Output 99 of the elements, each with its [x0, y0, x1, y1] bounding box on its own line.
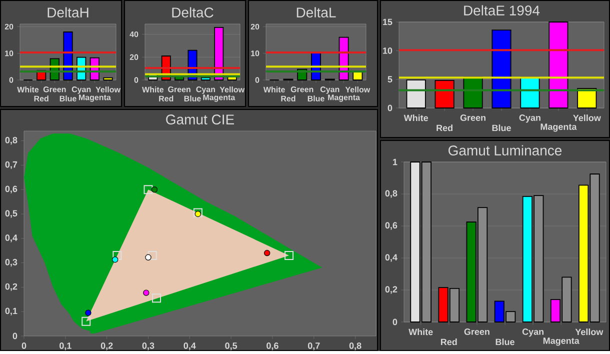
- bar: [548, 22, 568, 109]
- x-tick-label: Blue: [308, 96, 324, 102]
- x-tick-label: Red: [159, 96, 174, 102]
- y-tick-label: 0,8: [385, 190, 398, 198]
- x-tick-label: Red: [440, 338, 457, 346]
- y-tick-label: 0: [134, 77, 138, 84]
- point: [112, 251, 122, 260]
- x-tick-label: 0: [22, 342, 26, 350]
- x-tick-label: Yellow: [96, 86, 120, 93]
- point: [143, 290, 150, 296]
- x-tick-label: Cyan: [196, 86, 215, 94]
- x-tick-label: White: [17, 86, 39, 93]
- y-tick-label: 10: [5, 50, 14, 56]
- point: [112, 256, 118, 263]
- y-tick-label: 0: [388, 105, 392, 112]
- x-tick-label: 0,6: [266, 342, 278, 350]
- chart-title: Gamut Luminance: [448, 145, 562, 156]
- x-tick-label: Red: [281, 96, 296, 102]
- y-tick-label: 40: [130, 32, 138, 38]
- y-tick-label: 0,4: [385, 254, 398, 262]
- y-tick-label: 0: [392, 319, 398, 326]
- x-tick-label: Yellow: [575, 328, 604, 336]
- x-tick-label: White: [408, 328, 433, 336]
- y-tick-label: 0: [12, 333, 18, 340]
- chart-title: DeltaL: [296, 7, 336, 18]
- x-tick-label: Cyan: [522, 328, 544, 337]
- y-tick-label: 0,2: [385, 286, 398, 294]
- point: [152, 294, 162, 303]
- x-tick-label: 0,7: [308, 342, 320, 350]
- y-tick-label: 0,3: [5, 259, 18, 267]
- y-tick-label: 0,7: [5, 162, 18, 170]
- x-tick-label: 0,1: [60, 342, 72, 350]
- x-tick-label: 0,3: [142, 342, 154, 350]
- y-tick-label: 20: [250, 24, 260, 30]
- y-tick-label: 0,4: [5, 234, 18, 242]
- y-tick-label: 10: [251, 50, 260, 56]
- x-tick-label: Cyan: [519, 114, 540, 123]
- x-tick-label: Green: [290, 86, 314, 92]
- y-tick-label: 0,5: [5, 210, 18, 218]
- point: [284, 251, 294, 260]
- bar: [434, 80, 454, 109]
- bar: [406, 80, 426, 109]
- x-tick-label: Green: [43, 86, 66, 92]
- y-tick-label: 15: [383, 19, 392, 26]
- y-tick-label: 0,6: [5, 186, 18, 194]
- x-tick-label: Blue: [184, 96, 201, 102]
- y-tick-label: 0,2: [5, 284, 18, 292]
- y-tick-label: 0,1: [5, 308, 18, 316]
- x-tick-label: 0,5: [225, 342, 238, 350]
- bar: [352, 72, 363, 81]
- x-tick-label: Magenta: [328, 94, 360, 102]
- chart-title: DeltaC: [172, 7, 214, 18]
- chart-title: DeltaH: [48, 7, 88, 18]
- y-tick-label: 1: [393, 159, 398, 166]
- y-tick-label: 20: [130, 54, 138, 60]
- x-tick-label: Yellow: [345, 86, 370, 93]
- x-tick-label: Red: [436, 124, 452, 132]
- point: [193, 208, 202, 218]
- x-tick-label: White: [142, 86, 164, 93]
- point: [145, 254, 152, 261]
- x-tick-label: 0,2: [100, 342, 113, 350]
- x-tick-label: Magenta: [540, 124, 577, 132]
- y-tick-label: 0: [255, 77, 260, 84]
- y-tick-label: 0,8: [5, 137, 18, 145]
- x-tick-label: Magenta: [203, 94, 236, 102]
- x-tick-label: 0,4: [184, 342, 196, 350]
- x-tick-label: Yellow: [220, 86, 245, 93]
- x-tick-label: White: [263, 86, 285, 93]
- chart-title: Gamut CIE: [166, 114, 234, 125]
- x-tick-label: Green: [460, 114, 486, 122]
- x-tick-label: Cyan: [72, 86, 91, 94]
- x-tick-label: Blue: [496, 338, 514, 346]
- x-tick-label: Yellow: [573, 114, 601, 122]
- bar: [492, 30, 512, 109]
- x-tick-label: Magenta: [78, 94, 111, 102]
- x-tick-label: Green: [464, 328, 490, 336]
- x-tick-label: Blue: [60, 96, 76, 102]
- bar: [200, 77, 210, 81]
- point: [151, 186, 158, 193]
- y-tick-label: 5: [388, 76, 392, 83]
- x-tick-label: Magenta: [543, 338, 580, 346]
- chart-title: DeltaE 1994: [464, 5, 540, 16]
- x-tick-label: Red: [34, 96, 48, 102]
- y-tick-label: 20: [4, 24, 14, 30]
- bar: [103, 78, 113, 81]
- point: [264, 250, 270, 256]
- y-tick-label: 10: [383, 48, 392, 54]
- point: [82, 317, 91, 326]
- y-tick-label: 0,6: [385, 222, 398, 230]
- x-tick-label: Cyan: [320, 86, 340, 94]
- x-tick-label: 0,8: [349, 342, 362, 350]
- point: [148, 251, 157, 260]
- x-tick-label: Blue: [492, 124, 511, 132]
- x-tick-label: Green: [168, 86, 190, 92]
- x-tick-label: White: [404, 114, 428, 122]
- point: [85, 310, 92, 316]
- y-tick-label: 0: [9, 77, 14, 84]
- point: [194, 211, 202, 218]
- point: [144, 185, 153, 194]
